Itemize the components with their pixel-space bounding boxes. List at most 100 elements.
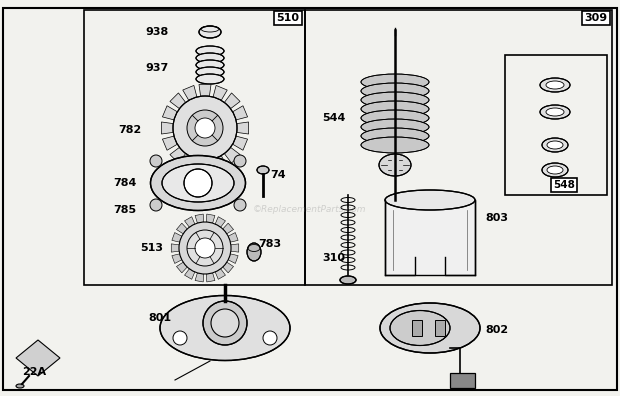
Circle shape xyxy=(195,238,215,258)
Polygon shape xyxy=(199,84,211,96)
Circle shape xyxy=(195,118,215,138)
Polygon shape xyxy=(172,254,182,263)
Polygon shape xyxy=(228,254,238,263)
Text: 309: 309 xyxy=(585,13,608,23)
Circle shape xyxy=(173,96,237,160)
Ellipse shape xyxy=(379,154,411,176)
Polygon shape xyxy=(195,214,203,223)
Ellipse shape xyxy=(361,74,429,90)
Ellipse shape xyxy=(540,105,570,119)
Polygon shape xyxy=(232,136,247,150)
Circle shape xyxy=(234,199,246,211)
Circle shape xyxy=(173,331,187,345)
Polygon shape xyxy=(206,273,215,282)
Ellipse shape xyxy=(361,83,429,99)
Ellipse shape xyxy=(196,74,224,84)
Polygon shape xyxy=(206,214,215,223)
Text: 22A: 22A xyxy=(22,367,46,377)
Polygon shape xyxy=(183,86,197,101)
Ellipse shape xyxy=(542,138,568,152)
Bar xyxy=(505,55,607,195)
Text: 785: 785 xyxy=(113,205,136,215)
Bar xyxy=(412,320,422,336)
Ellipse shape xyxy=(547,166,563,174)
Circle shape xyxy=(150,155,162,167)
Ellipse shape xyxy=(16,384,24,388)
Circle shape xyxy=(211,309,239,337)
Bar xyxy=(385,200,475,275)
Circle shape xyxy=(184,169,212,197)
Ellipse shape xyxy=(340,276,356,284)
Circle shape xyxy=(179,222,231,274)
Text: 548: 548 xyxy=(553,180,575,190)
Text: 803: 803 xyxy=(485,213,508,223)
Ellipse shape xyxy=(540,78,570,92)
Ellipse shape xyxy=(361,137,429,153)
Ellipse shape xyxy=(196,67,224,77)
Bar xyxy=(435,320,445,336)
Ellipse shape xyxy=(361,92,429,108)
Polygon shape xyxy=(232,106,247,120)
Polygon shape xyxy=(170,147,185,163)
Text: 801: 801 xyxy=(148,313,171,323)
Ellipse shape xyxy=(162,164,234,202)
Ellipse shape xyxy=(542,163,568,177)
Polygon shape xyxy=(224,147,240,163)
Text: 782: 782 xyxy=(118,125,141,135)
Polygon shape xyxy=(177,223,187,234)
Ellipse shape xyxy=(361,128,429,144)
Ellipse shape xyxy=(385,190,475,210)
Ellipse shape xyxy=(547,141,563,149)
Ellipse shape xyxy=(160,295,290,360)
Bar xyxy=(305,10,612,285)
Ellipse shape xyxy=(257,166,269,174)
Polygon shape xyxy=(215,217,226,227)
Polygon shape xyxy=(16,340,60,376)
Text: 784: 784 xyxy=(113,178,136,188)
Polygon shape xyxy=(195,273,203,282)
Text: 74: 74 xyxy=(270,170,286,180)
Ellipse shape xyxy=(199,26,221,38)
Polygon shape xyxy=(215,269,226,279)
Ellipse shape xyxy=(546,81,564,89)
Polygon shape xyxy=(228,232,238,242)
Polygon shape xyxy=(199,160,211,171)
Circle shape xyxy=(187,110,223,146)
Polygon shape xyxy=(172,232,182,242)
Ellipse shape xyxy=(361,119,429,135)
Circle shape xyxy=(234,155,246,167)
Polygon shape xyxy=(171,244,179,252)
Polygon shape xyxy=(213,86,228,101)
Text: 937: 937 xyxy=(145,63,168,73)
Polygon shape xyxy=(185,269,195,279)
Text: 513: 513 xyxy=(140,243,163,253)
Text: 510: 510 xyxy=(277,13,299,23)
Circle shape xyxy=(187,230,223,266)
Text: ©ReplacementParts.com: ©ReplacementParts.com xyxy=(253,206,367,215)
Polygon shape xyxy=(170,93,185,109)
Polygon shape xyxy=(185,217,195,227)
Ellipse shape xyxy=(380,303,480,353)
Circle shape xyxy=(150,199,162,211)
Polygon shape xyxy=(177,262,187,273)
Ellipse shape xyxy=(196,46,224,56)
Ellipse shape xyxy=(361,110,429,126)
Polygon shape xyxy=(162,106,177,120)
Text: 783: 783 xyxy=(258,239,281,249)
Bar xyxy=(84,10,305,285)
Text: 938: 938 xyxy=(145,27,168,37)
Bar xyxy=(450,373,475,388)
Ellipse shape xyxy=(151,156,246,211)
Circle shape xyxy=(203,301,247,345)
Text: 310: 310 xyxy=(322,253,345,263)
Polygon shape xyxy=(237,122,249,134)
Polygon shape xyxy=(231,244,239,252)
Polygon shape xyxy=(183,156,197,171)
Polygon shape xyxy=(213,156,228,171)
Circle shape xyxy=(263,331,277,345)
Text: 544: 544 xyxy=(322,113,345,123)
Polygon shape xyxy=(223,223,234,234)
Ellipse shape xyxy=(196,60,224,70)
Polygon shape xyxy=(162,136,177,150)
Polygon shape xyxy=(223,262,234,273)
